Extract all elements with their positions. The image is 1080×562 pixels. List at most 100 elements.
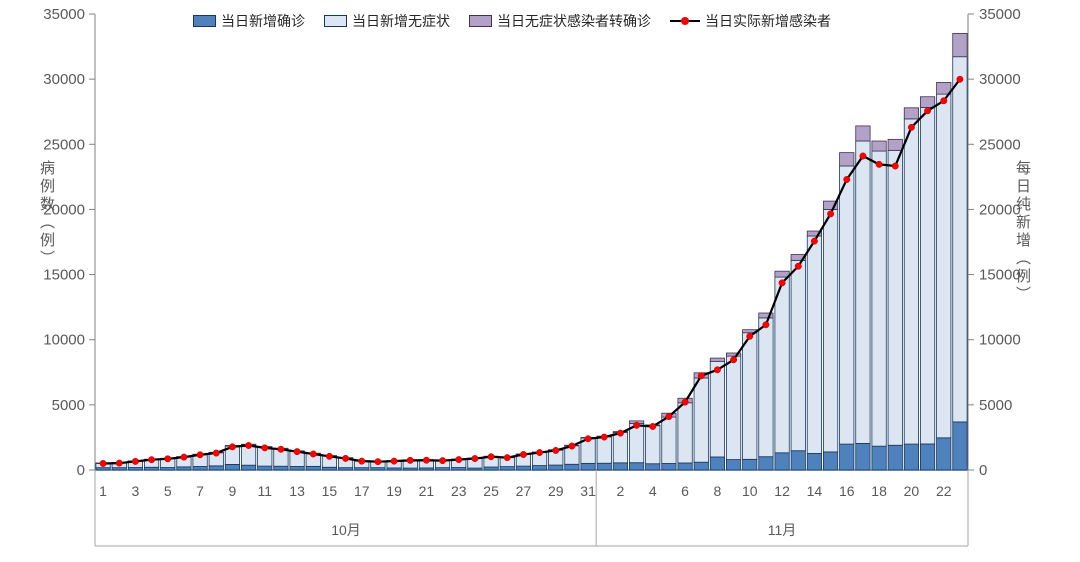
x-axis-day-label: 15 [322, 483, 338, 499]
line-marker-dot [843, 176, 851, 183]
line-marker-dot [309, 450, 317, 458]
x-axis-day-label: 22 [936, 483, 952, 499]
month-label-november: 11月 [767, 522, 797, 538]
left-axis-tick-label: 35000 [43, 6, 85, 23]
line-marker-dot [681, 398, 689, 406]
line-marker-dot [196, 451, 204, 459]
line-marker-dot [503, 454, 511, 462]
x-axis-day-label: 23 [451, 483, 467, 499]
bar-segment-bar-middle [790, 259, 806, 452]
bar-segment-bar-bottom [709, 456, 726, 471]
line-marker-dot [697, 372, 705, 380]
bar-segment-bar-bottom [257, 465, 273, 471]
line-marker-dot [358, 457, 366, 465]
right-axis-tick-label: 20000 [979, 201, 1021, 218]
bar-segment-bar-top [758, 312, 774, 319]
line-marker-dot [746, 332, 754, 340]
bar-segment-bar-bottom [790, 450, 806, 471]
bar-segment-bar-middle [661, 416, 677, 464]
line-marker-dot [406, 456, 414, 464]
line-marker-dot [471, 455, 479, 462]
x-axis-day-label: 6 [681, 483, 689, 499]
bar-segment-bar-bottom [612, 462, 629, 471]
bar-segment-bar-middle [774, 276, 790, 454]
bar-segment-bar-bottom [661, 463, 677, 471]
bar-segment-bar-bottom [806, 453, 823, 471]
x-axis-day-label: 12 [774, 483, 790, 499]
bar-segment-bar-middle [726, 355, 742, 460]
bar-segment-bar-bottom [758, 456, 774, 471]
right-axis-tick-label: 5000 [979, 397, 1012, 414]
line-marker-dot [665, 413, 673, 421]
bar-segment-bar-middle [693, 377, 709, 463]
line-marker-dot [519, 451, 527, 458]
bar-segment-bar-bottom [596, 462, 612, 471]
x-axis-day-label: 16 [839, 483, 855, 499]
bar-segment-bar-top [952, 33, 968, 58]
right-axis-tick-label: 30000 [979, 71, 1021, 88]
bar-segment-bar-middle [806, 235, 823, 454]
bar-segment-bar-bottom [855, 443, 871, 471]
x-axis-day-label: 11 [257, 483, 272, 499]
bar-segment-bar-bottom [871, 445, 887, 471]
bar-segment-bar-top [871, 140, 887, 152]
x-axis-day-label: 5 [164, 483, 172, 499]
x-axis-day-label: 7 [196, 483, 204, 499]
line-marker-dot [924, 107, 932, 115]
x-axis-day-label: 27 [516, 483, 532, 499]
bar-segment-bar-top [839, 152, 855, 167]
bar-segment-bar-middle [920, 107, 936, 445]
line-marker-dot [713, 366, 721, 374]
x-axis-day-label: 2 [617, 483, 625, 499]
line-marker-dot [762, 321, 770, 329]
line-marker-dot [940, 97, 948, 105]
bar-segment-bar-bottom [823, 451, 839, 471]
bar-segment-bar-middle [855, 140, 871, 444]
bar-segment-bar-middle [612, 432, 629, 464]
bar-segment-bar-top [887, 138, 903, 151]
bar-segment-bar-bottom [483, 466, 499, 471]
left-axis-tick-label: 5000 [52, 397, 85, 414]
line-marker-dot [907, 123, 915, 131]
bar-segment-bar-top [936, 82, 952, 95]
line-marker-dot [164, 455, 172, 463]
right-axis-tick-label: 0 [979, 462, 987, 479]
bar-segment-bar-bottom [645, 463, 661, 471]
bar-segment-bar-top [709, 357, 726, 362]
x-axis-day-label: 3 [132, 483, 140, 499]
line-marker-dot [616, 429, 624, 437]
bar-segment-bar-bottom [289, 466, 305, 471]
bar-segment-bar-middle [823, 209, 839, 453]
left-axis-tick-label: 10000 [43, 332, 85, 349]
line-marker-dot [228, 443, 236, 451]
line-marker-dot [293, 448, 301, 456]
bar-segment-bar-bottom [936, 437, 952, 471]
bar-segment-bar-bottom [548, 464, 564, 471]
line-marker-dot [875, 160, 883, 168]
left-axis-tick-label: 20000 [43, 201, 85, 218]
bar-segment-bar-top [920, 96, 936, 108]
bar-segment-bar-bottom [726, 459, 742, 471]
line-marker-dot [212, 449, 220, 457]
bar-segment-bar-top [903, 107, 920, 120]
bar-segment-bar-middle [839, 165, 855, 445]
bar-segment-bar-bottom [580, 462, 596, 471]
x-axis-day-label: 31 [580, 483, 596, 499]
x-axis-day-label: 4 [649, 483, 657, 499]
x-axis-day-label: 20 [904, 483, 920, 499]
bar-segment-bar-bottom [305, 465, 321, 471]
line-marker-dot [180, 453, 188, 461]
bar-segment-bar-bottom [629, 462, 645, 471]
bar-segment-bar-bottom [240, 464, 257, 471]
bar-segment-bar-bottom [224, 463, 241, 471]
line-marker-dot [552, 447, 560, 454]
bar-segment-bar-middle [677, 402, 693, 464]
bar-segment-bar-bottom [839, 443, 855, 471]
line-marker-dot [584, 435, 592, 443]
right-axis-title: 每日纯新增（例） [1014, 160, 1031, 304]
bar-segment-bar-top [823, 200, 839, 210]
line-marker-dot [115, 459, 123, 467]
bar-segment-bar-bottom [952, 421, 968, 471]
